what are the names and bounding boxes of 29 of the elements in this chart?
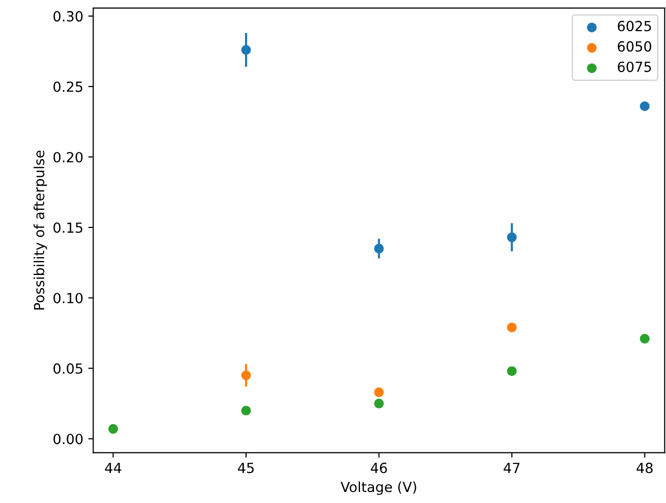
legend-label: 6050 xyxy=(618,41,652,52)
point xyxy=(640,334,650,344)
point xyxy=(374,244,384,254)
y-axis-title: Possibility of afterpulse xyxy=(34,150,48,310)
x-tick-label: 44 xyxy=(105,462,122,473)
point xyxy=(506,322,517,332)
legend-label: 6075 xyxy=(618,62,651,72)
y-tick-label: 0.25 xyxy=(54,81,82,92)
point xyxy=(241,406,251,416)
x-tick-label: 48 xyxy=(636,462,653,474)
y-tick-label: 0.30 xyxy=(54,11,83,22)
point xyxy=(241,45,251,55)
y-tick-label: 0.00 xyxy=(54,434,83,444)
y-tick-label: 0.10 xyxy=(54,292,83,304)
y-tick-label: 0.20 xyxy=(54,152,83,162)
point xyxy=(506,232,517,242)
point xyxy=(374,398,384,408)
point xyxy=(241,370,251,380)
x-tick-label: 47 xyxy=(504,462,520,473)
x-axis-title: Voltage (V) xyxy=(340,481,416,495)
point xyxy=(506,366,517,376)
point xyxy=(108,424,118,434)
point xyxy=(374,387,384,398)
y-tick-label: 0.15 xyxy=(54,222,82,233)
y-tick-label: 0.05 xyxy=(54,363,82,374)
x-tick-label: 45 xyxy=(238,462,254,474)
x-tick-label: 46 xyxy=(370,462,387,474)
point xyxy=(640,101,650,112)
legend-label: 6025 xyxy=(618,20,651,32)
